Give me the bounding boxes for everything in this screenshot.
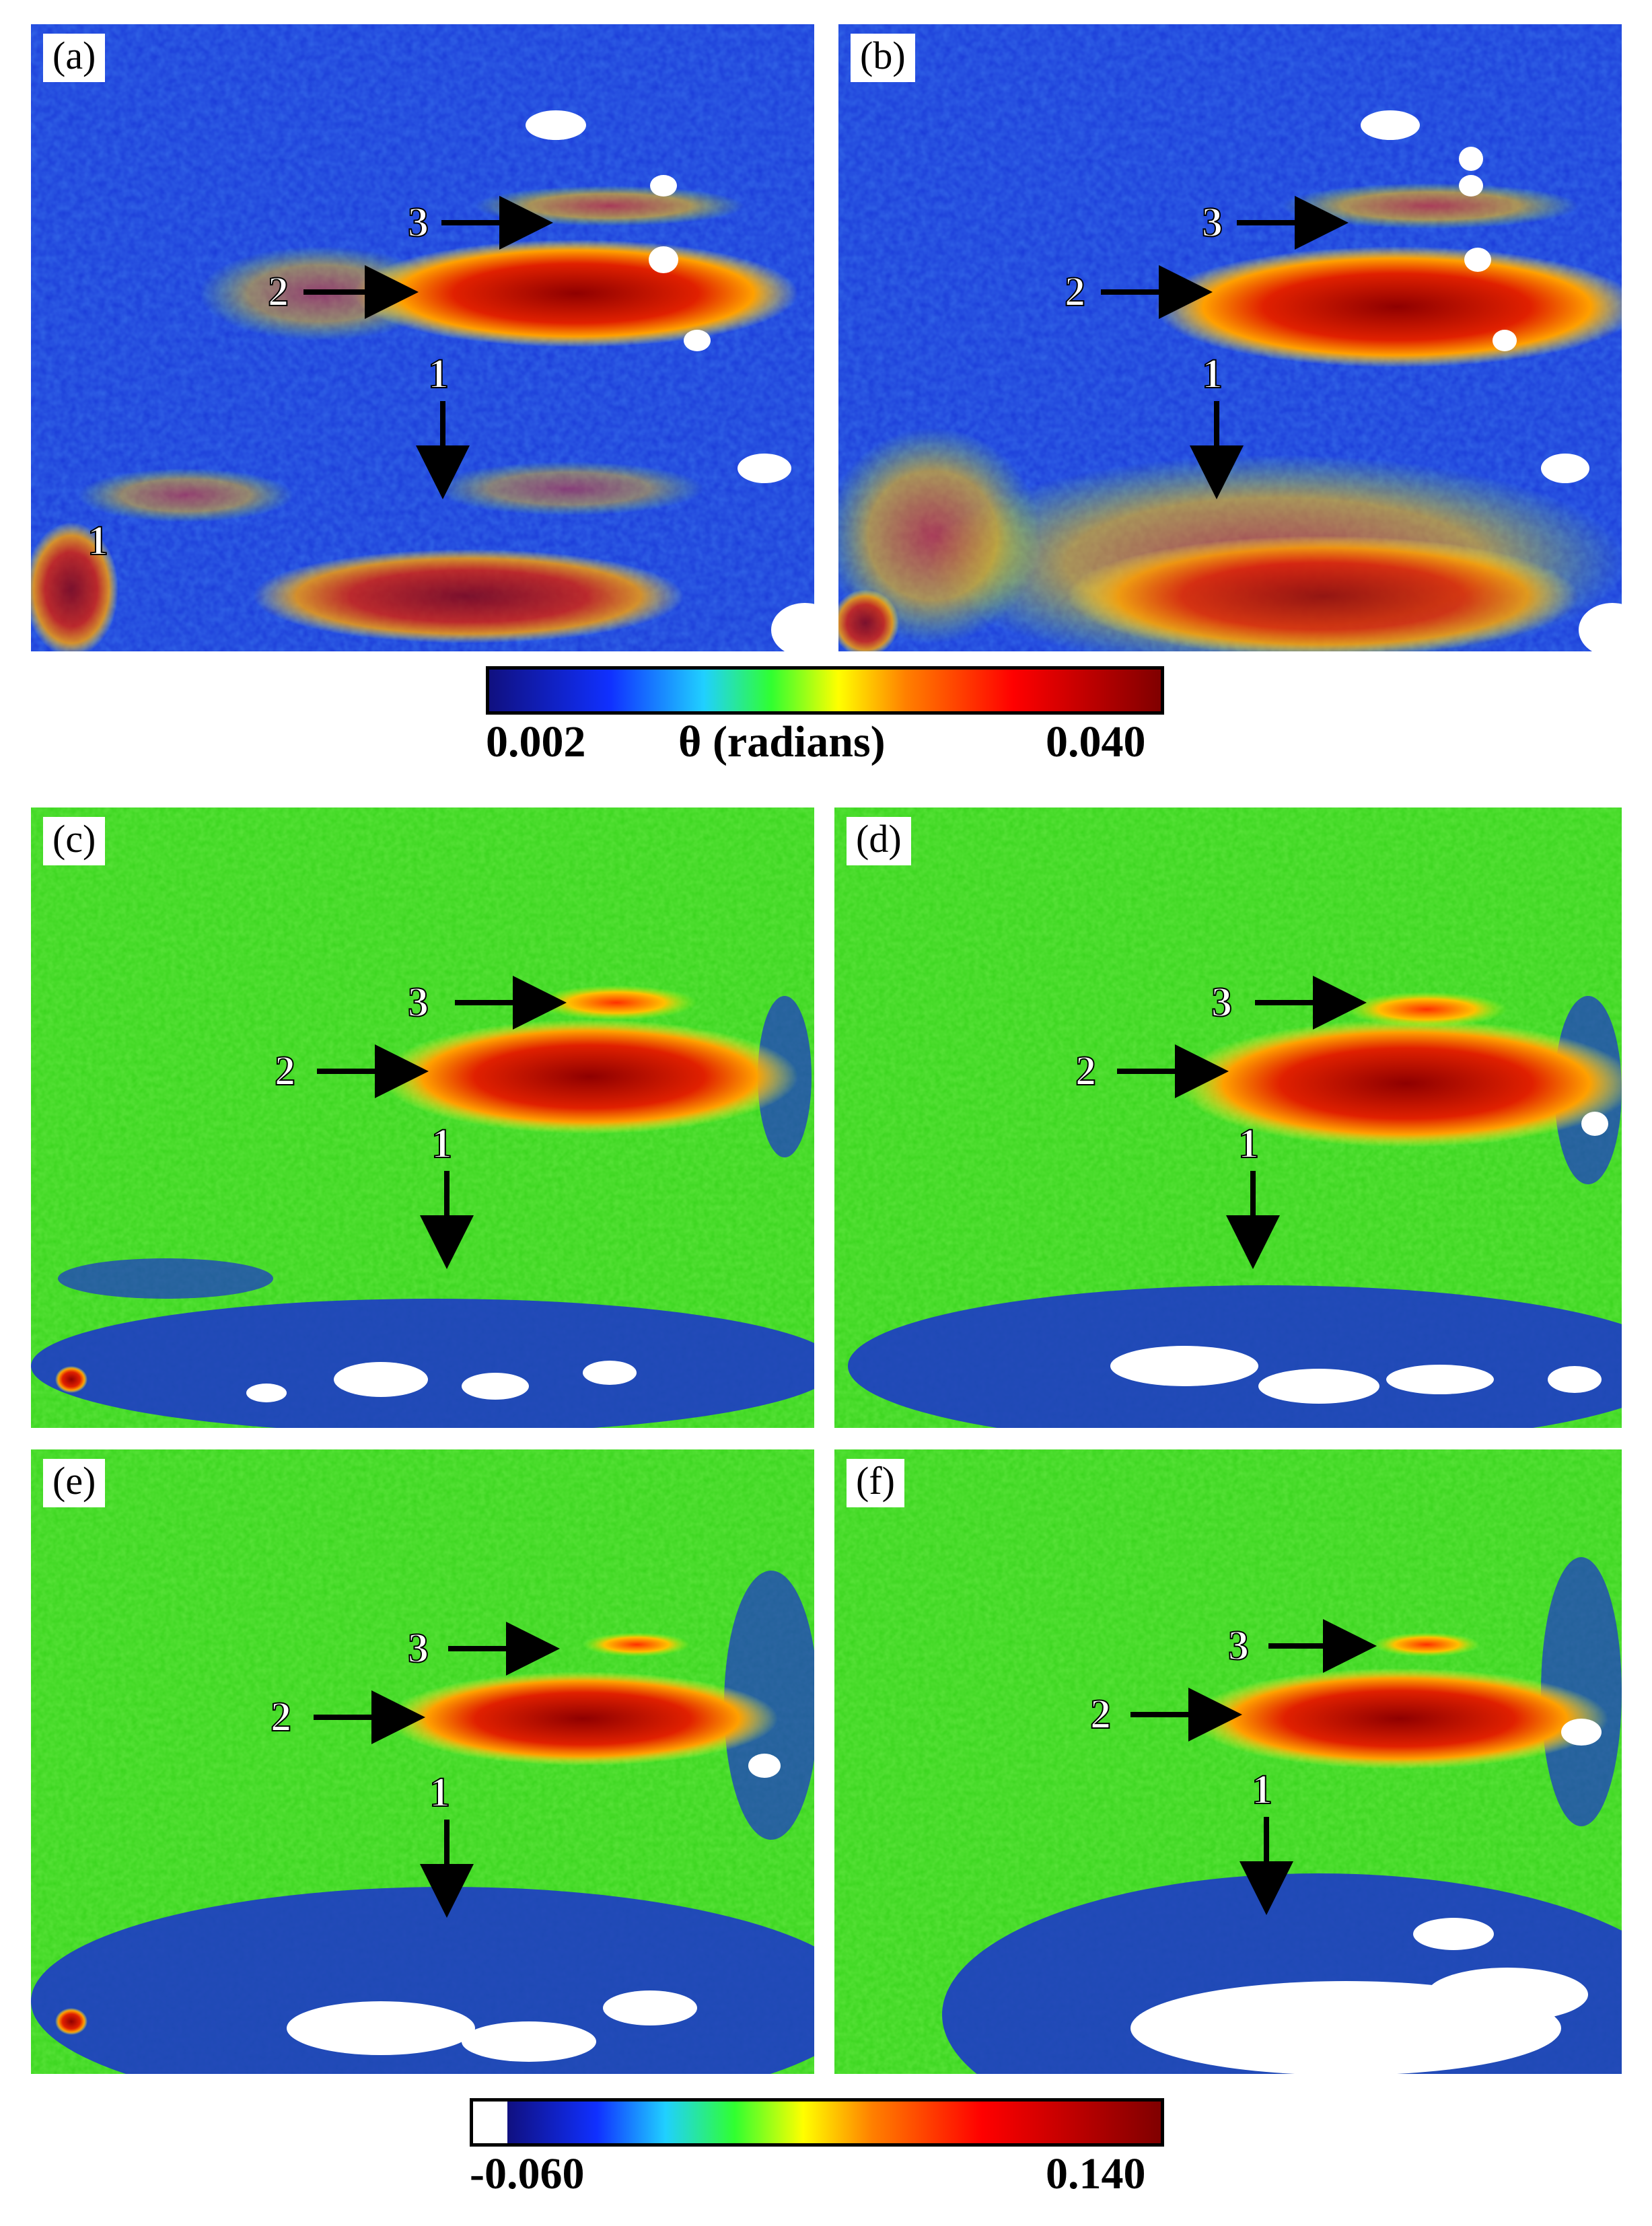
colorbar-theta-max: 0.040	[1046, 717, 1146, 766]
strain-map-d: 3 2 1	[834, 807, 1622, 1428]
panel-label-e: (e)	[43, 1459, 106, 1507]
marker-3-label: 3	[408, 980, 429, 1026]
arrow-1: 1	[420, 1769, 474, 1918]
marker-3-label: 3	[1202, 200, 1223, 246]
marker-2-label: 2	[1075, 1048, 1096, 1094]
colorbar-theta	[486, 666, 1164, 715]
marker-3-label: 3	[1228, 1623, 1249, 1669]
marker-2-label: 2	[1065, 269, 1085, 315]
arrow-2: 2	[267, 265, 419, 319]
arrow-3: 3	[407, 1622, 560, 1676]
arrow-2: 2	[1075, 1044, 1229, 1098]
arrow-2: 2	[270, 1690, 425, 1744]
arrow-3: 3	[1201, 196, 1349, 250]
arrow-2: 2	[1089, 1688, 1242, 1742]
panel-d: 3 2 1 (d)	[834, 807, 1622, 1428]
arrow-3: 3	[1211, 976, 1367, 1030]
marker-1-label: 1	[1238, 1121, 1259, 1167]
panel-c: 3 2 1 (c)	[31, 807, 814, 1428]
strain-map-a: 3 2 1 1	[31, 24, 814, 651]
panel-b: 3 2 1 (b)	[838, 24, 1622, 651]
arrow-1: 1	[420, 1120, 474, 1269]
arrow-1: 1	[416, 351, 470, 499]
arrow-2: 2	[274, 1044, 429, 1098]
strain-map-f: 3 2 1	[834, 1449, 1622, 2074]
colorbar-strain-min: -0.060	[470, 2149, 585, 2198]
strain-map-e: 3 2 1	[31, 1449, 814, 2074]
arrow-1: 1	[1190, 351, 1244, 499]
arrow-3: 3	[407, 196, 553, 250]
marker-1-label: 1	[431, 1121, 452, 1167]
strain-map-b: 3 2 1	[838, 24, 1622, 651]
marker-1-label: 1	[428, 351, 449, 397]
marker-2-label: 2	[275, 1048, 295, 1094]
marker-3-label: 3	[408, 1626, 429, 1672]
marker-2-label: 2	[271, 1694, 291, 1740]
marker-1-left-label: 1	[87, 518, 108, 564]
panel-label-b: (b)	[851, 34, 915, 82]
marker-2-label: 2	[268, 269, 289, 315]
marker-1-label: 1	[1202, 351, 1223, 397]
panel-label-f: (f)	[847, 1459, 904, 1507]
colorbar-strain	[470, 2098, 1164, 2147]
panel-label-a: (a)	[43, 34, 106, 82]
panel-label-c: (c)	[43, 817, 106, 865]
panel-f: 3 2 1 (f)	[834, 1449, 1622, 2074]
panel-a: 3 2 1 1 (a)	[31, 24, 814, 651]
arrow-3: 3	[407, 976, 567, 1030]
colorbar-theta-min: 0.002	[486, 717, 586, 766]
marker-3-label: 3	[408, 200, 429, 246]
panel-e: 3 2 1 (e)	[31, 1449, 814, 2074]
colorbar-strain-max: 0.140	[1046, 2149, 1146, 2198]
panel-label-d: (d)	[847, 817, 911, 865]
arrow-1: 1	[1226, 1120, 1280, 1269]
arrow-1: 1	[1240, 1766, 1293, 1915]
marker-3-label: 3	[1211, 980, 1232, 1026]
marker-1-label: 1	[1252, 1767, 1272, 1813]
arrow-3: 3	[1227, 1619, 1377, 1673]
arrow-2: 2	[1064, 265, 1213, 319]
marker-1-label: 1	[429, 1770, 450, 1816]
strain-map-c: 3 2 1	[31, 807, 814, 1428]
marker-2-label: 2	[1090, 1692, 1111, 1737]
colorbar-theta-title: θ (radians)	[678, 717, 886, 766]
